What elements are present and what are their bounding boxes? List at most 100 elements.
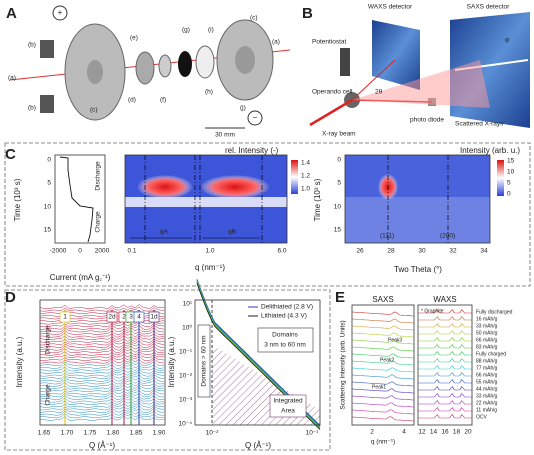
legend-label: 88 mAh/g: [476, 358, 498, 364]
y-tick-label: 10⁻⁴: [179, 421, 193, 428]
pattern-line: [39, 327, 165, 333]
legend-label: 33 mAh/g: [476, 393, 498, 399]
pattern-line: [39, 332, 165, 338]
label: (200): [440, 233, 455, 240]
marker-box: [133, 311, 145, 323]
axes: [344, 154, 491, 244]
saxs-curve: [351, 381, 415, 387]
marker-box: [106, 311, 118, 323]
colorbar: [291, 160, 298, 194]
heatmap-band: [125, 197, 287, 207]
waxs-curve: [418, 330, 472, 335]
x-label: Q (Å⁻¹): [89, 441, 115, 450]
saxs-curve: [351, 311, 415, 317]
pattern-line: [39, 364, 165, 369]
pattern-line: [39, 410, 165, 416]
y-tick-label: 10⁻²: [179, 373, 193, 380]
x-tick-label: 0: [78, 248, 82, 255]
pattern-line: [39, 415, 165, 421]
box: [257, 327, 314, 353]
waxs-curve: [418, 323, 472, 328]
part-label: (c): [90, 107, 98, 114]
waxs-detector: [372, 20, 420, 90]
saxs-curve: [351, 395, 415, 401]
y-tick-label: 5: [47, 180, 51, 187]
x-tick-label: 4: [402, 429, 406, 436]
pattern-line: [39, 353, 165, 359]
waxs-curve: [418, 337, 472, 342]
pattern-line: [39, 322, 165, 328]
panel-b: B WAXS detector SAXS detector Potentiost…: [302, 4, 530, 138]
peak-label: Peak2: [380, 357, 394, 363]
part-label: (i): [208, 27, 214, 34]
part-label: (d): [128, 97, 136, 104]
y-label: Time (10³ s): [313, 178, 322, 221]
waxs-curve: [418, 316, 472, 321]
marker-label: 2: [122, 314, 126, 321]
axes: [194, 299, 321, 426]
ring: [195, 45, 215, 79]
x-tick-label: 12: [418, 429, 426, 436]
waxs-curve: [418, 400, 472, 405]
pattern-line: [39, 403, 165, 408]
colorbar-tick: 0: [507, 191, 511, 198]
panel-label: C: [5, 146, 16, 163]
label: Domains > 60 nm: [201, 335, 208, 386]
part-label: (c): [250, 15, 258, 22]
saxs-curve: [351, 402, 415, 408]
panel-d: D 1 2d 2 3 4 1d Intensity (a.u.) Q (Å⁻¹) Disc…: [4, 279, 331, 451]
colorbar-tick: 1.2: [301, 173, 310, 180]
waxs-curve: [418, 407, 472, 412]
y-tick-label: 0: [337, 157, 341, 164]
pattern-line: [39, 413, 165, 419]
part-label: (b): [28, 42, 36, 49]
x-tick-label: 26: [356, 248, 364, 255]
x-tick-label: 20: [464, 429, 472, 436]
y-tick-label: 15: [334, 227, 342, 234]
saxs-curve: [351, 409, 415, 415]
waxs-curve: [418, 358, 472, 363]
pattern-line: [40, 374, 165, 380]
pattern-line: [39, 387, 165, 393]
window: [87, 60, 103, 84]
colorbar-label: rel. Intensity (-): [225, 146, 279, 155]
pattern-line: [39, 319, 164, 325]
x-label: Current (mA g꜀⁻¹): [50, 273, 111, 282]
pattern-line: [39, 358, 165, 364]
heatmap-band: [345, 197, 490, 243]
label: Area: [281, 408, 295, 415]
pattern-line: [39, 408, 165, 413]
pattern-line: [39, 376, 164, 382]
x-tick-label: 6.0: [277, 248, 286, 255]
part-label: (f): [160, 97, 166, 104]
legend-label: Delithiated (2.8 V): [261, 304, 313, 311]
label: Operando cell: [312, 89, 353, 96]
saxs-curve: [351, 346, 415, 352]
fitting: [40, 95, 54, 113]
legend-label: 22 mAh/g: [476, 400, 498, 406]
label: Charge: [45, 384, 52, 406]
legend-label: Fully charged: [476, 351, 506, 357]
x-tick-label: 1.65: [38, 430, 51, 437]
saxs-curve: [351, 388, 415, 394]
waxs-curve: [418, 414, 472, 419]
scattered-cone: [352, 60, 490, 108]
panel-label: E: [335, 289, 345, 306]
x-tick-label: 1.75: [84, 430, 97, 437]
marker-box: [148, 311, 160, 323]
y-tick-label: 10: [334, 204, 342, 211]
waxs-curve: [418, 393, 472, 398]
waxs-curve: [418, 309, 472, 314]
waxs-ray: [351, 59, 396, 101]
pattern-line: [39, 390, 165, 395]
pattern-line: [39, 345, 165, 351]
waxs-curve: [418, 379, 472, 384]
axes: [417, 304, 473, 426]
legend-label: 16 mAh/g: [476, 316, 498, 322]
pattern-line: [39, 397, 165, 403]
y-tick-label: 10¹: [183, 301, 193, 308]
legend-label: 77 mAh/g: [476, 365, 498, 371]
pattern-line: [39, 307, 165, 312]
x-tick-label: 28: [387, 248, 395, 255]
x-tick-label: 30: [418, 248, 426, 255]
